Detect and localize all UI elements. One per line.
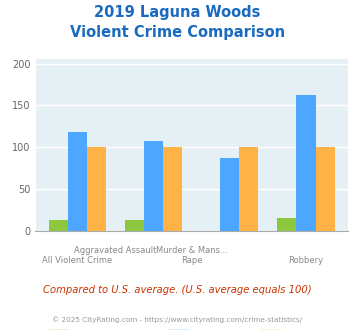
Text: 2019 Laguna Woods: 2019 Laguna Woods: [94, 5, 261, 20]
Bar: [296, 95, 316, 231]
Legend: Laguna Woods, California, National: Laguna Woods, California, National: [44, 325, 340, 330]
Text: Robbery: Robbery: [288, 256, 323, 265]
Text: Violent Crime Comparison: Violent Crime Comparison: [70, 25, 285, 40]
Bar: [316, 147, 334, 231]
Bar: [144, 141, 163, 231]
Text: Compared to U.S. average. (U.S. average equals 100): Compared to U.S. average. (U.S. average …: [43, 285, 312, 295]
Text: Murder & Mans...: Murder & Mans...: [156, 246, 228, 255]
Text: Rape: Rape: [181, 256, 202, 265]
Text: All Violent Crime: All Violent Crime: [42, 256, 113, 265]
Text: Aggravated Assault: Aggravated Assault: [74, 246, 157, 255]
Bar: [220, 158, 239, 231]
Bar: [125, 220, 144, 231]
Bar: [49, 220, 68, 231]
Bar: [87, 147, 106, 231]
Bar: [239, 147, 258, 231]
Bar: [68, 132, 87, 231]
Text: © 2025 CityRating.com - https://www.cityrating.com/crime-statistics/: © 2025 CityRating.com - https://www.city…: [53, 317, 302, 323]
Bar: [163, 147, 182, 231]
Bar: [277, 217, 296, 231]
